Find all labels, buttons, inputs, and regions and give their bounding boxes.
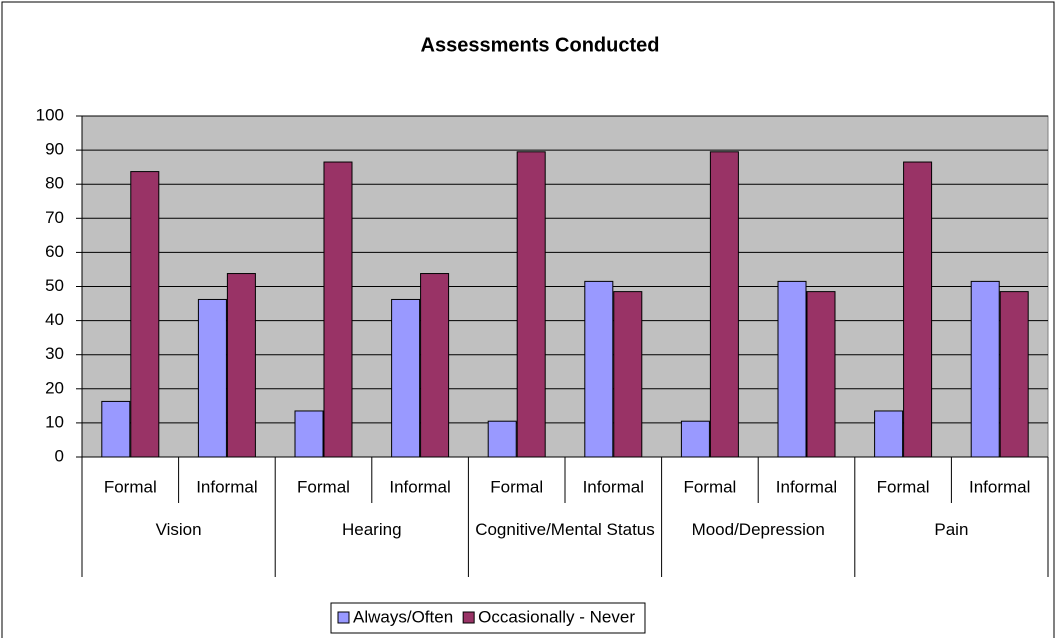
x-tick-label: Informal xyxy=(583,477,644,496)
bar xyxy=(709,151,739,458)
group-label-box: Hearing xyxy=(342,520,402,539)
y-tick-label: 90 xyxy=(45,140,64,159)
y-tick-label: 60 xyxy=(45,242,64,261)
group-label: Pain xyxy=(934,520,969,539)
legend-label: Occasionally - Never xyxy=(478,607,635,626)
group-label-box: Pain xyxy=(934,520,969,539)
chart-title: Assessments Conducted xyxy=(421,34,660,56)
bar xyxy=(130,171,160,458)
x-tick-label: Informal xyxy=(196,477,257,496)
y-tick-label: 30 xyxy=(45,344,64,363)
group-label-box: Vision xyxy=(155,520,202,539)
bar xyxy=(806,291,836,458)
bar xyxy=(391,298,421,458)
bar xyxy=(226,273,256,458)
legend-swatch xyxy=(462,611,475,624)
legend-swatch xyxy=(337,611,350,624)
bar xyxy=(613,291,643,458)
group-label-box: Cognitive/Mental Status xyxy=(475,520,655,539)
x-tick-label: Formal xyxy=(683,477,736,496)
group-label: Mood/Depression xyxy=(691,520,825,539)
legend-frame xyxy=(330,602,646,634)
x-tick-label: Formal xyxy=(490,477,543,496)
bar xyxy=(874,410,904,458)
y-tick-label: 20 xyxy=(45,378,64,397)
x-tick-label: Informal xyxy=(776,477,837,496)
y-tick-label: 50 xyxy=(45,276,64,295)
y-tick-label: 70 xyxy=(45,208,64,227)
bar xyxy=(323,161,353,458)
bar xyxy=(487,420,517,458)
bar xyxy=(516,151,546,458)
bar xyxy=(420,273,450,458)
x-tick-label: Formal xyxy=(877,477,930,496)
x-tick-label: Informal xyxy=(389,477,450,496)
bar xyxy=(101,400,131,458)
bar xyxy=(970,280,1000,458)
group-label: Hearing xyxy=(342,520,402,539)
group-label: Vision xyxy=(155,520,202,539)
y-tick-label: 10 xyxy=(45,412,64,431)
group-label-box: Mood/Depression xyxy=(691,520,825,539)
bar xyxy=(999,291,1029,458)
y-tick-label: 40 xyxy=(45,310,64,329)
legend: Always/Often Occasionally - Never xyxy=(330,602,646,634)
x-tick-label: Informal xyxy=(969,477,1030,496)
y-tick-label: 100 xyxy=(36,105,64,124)
bar xyxy=(903,161,933,458)
bar xyxy=(680,420,710,458)
x-tick-label: Formal xyxy=(104,477,157,496)
legend-label: Always/Often xyxy=(353,607,453,626)
x-tick-label: Formal xyxy=(297,477,350,496)
group-label: Cognitive/Mental Status xyxy=(475,520,655,539)
bar xyxy=(584,280,614,458)
bar xyxy=(777,280,807,458)
bar xyxy=(294,410,324,458)
y-tick-label: 0 xyxy=(55,446,64,465)
y-tick-label: 80 xyxy=(45,174,64,193)
bar xyxy=(197,298,227,458)
